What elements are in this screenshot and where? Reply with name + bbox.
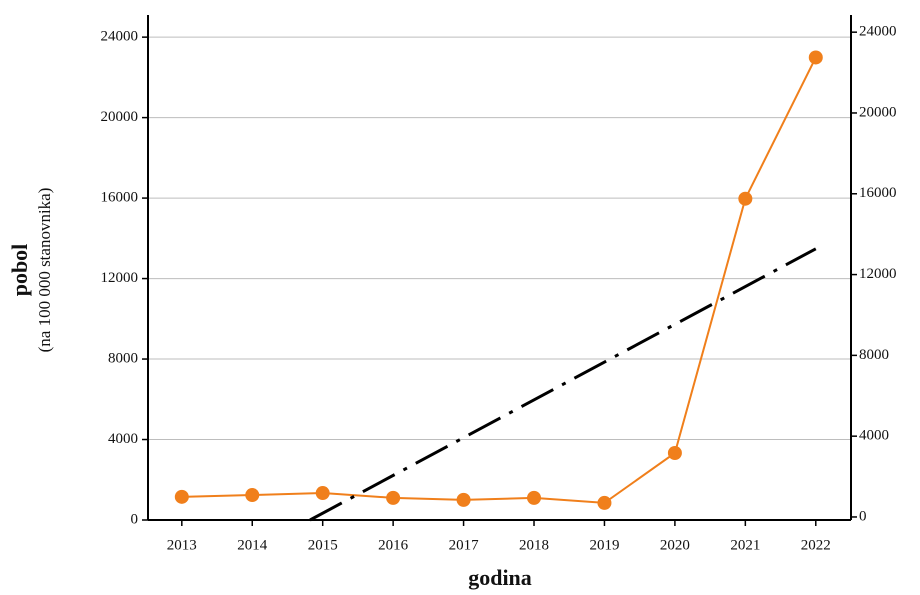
- y-tick-label: 24000: [101, 29, 139, 45]
- data-point: [738, 191, 753, 206]
- data-point: [386, 490, 401, 505]
- data-point: [667, 446, 682, 461]
- x-tick-label: 2020: [660, 537, 690, 553]
- x-tick-label: 2016: [378, 537, 409, 553]
- data-point: [456, 492, 471, 507]
- y-tick-label: 12000: [101, 270, 139, 286]
- data-line: [181, 57, 817, 504]
- y2-tick-label: 8000: [859, 347, 889, 363]
- y-axis-label: pobol: [7, 244, 32, 297]
- x-tick-label: 2014: [237, 537, 268, 553]
- data-point: [174, 489, 189, 504]
- data-point: [597, 495, 612, 510]
- y2-tick-label: 0: [859, 508, 867, 524]
- data-point: [315, 486, 330, 501]
- y-tick-label: 4000: [108, 431, 138, 447]
- data-point: [245, 488, 260, 503]
- x-tick-label: 2013: [167, 537, 197, 553]
- x-tick-label: 2018: [519, 537, 549, 553]
- y-tick-label: 0: [131, 511, 139, 527]
- y-tick-label: 16000: [101, 190, 139, 206]
- y-axis-sublabel: (na 100 000 stanovnika): [35, 188, 54, 353]
- y2-tick-label: 4000: [859, 428, 889, 444]
- y2-tick-label: 24000: [859, 24, 897, 40]
- data-point: [808, 50, 823, 65]
- x-tick-label: 2022: [801, 537, 831, 553]
- y2-tick-label: 20000: [859, 104, 897, 120]
- y2-tick-label: 12000: [859, 266, 897, 282]
- x-tick-label: 2017: [449, 537, 480, 553]
- y-tick-label: 8000: [108, 350, 138, 366]
- x-axis-label: godina: [468, 565, 532, 590]
- y2-tick-label: 16000: [859, 185, 897, 201]
- y-tick-label: 20000: [101, 109, 139, 125]
- trend-line: [309, 247, 817, 522]
- x-tick-label: 2021: [730, 537, 760, 553]
- data-point: [527, 490, 542, 505]
- x-tick-label: 2019: [589, 537, 619, 553]
- x-tick-label: 2015: [308, 537, 338, 553]
